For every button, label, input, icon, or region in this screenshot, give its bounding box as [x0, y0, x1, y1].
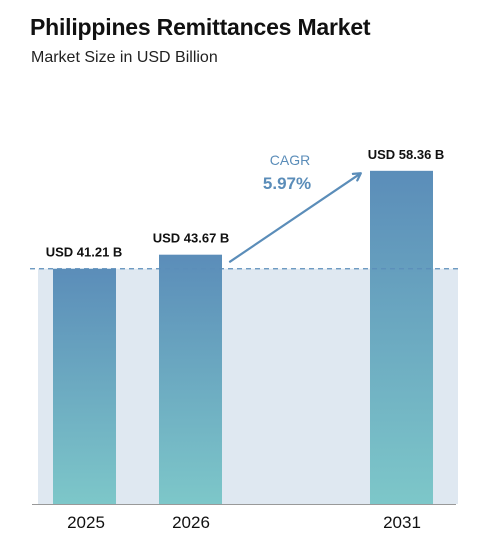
x-tick-label-2031: 2031	[383, 513, 421, 532]
x-tick-label-2026: 2026	[172, 513, 210, 532]
bar-2031	[370, 170, 433, 504]
bar-2025	[53, 268, 116, 504]
chart-title: Philippines Remittances Market	[30, 14, 371, 40]
value-label-2026: USD 43.67 B	[153, 231, 230, 246]
bar-2026	[159, 254, 222, 504]
value-label-2031: USD 58.36 B	[368, 147, 445, 162]
x-tick-label-2025: 2025	[67, 513, 105, 532]
cagr-arrow	[228, 174, 360, 263]
cagr-value: 5.97%	[263, 174, 311, 193]
value-label-2025: USD 41.21 B	[46, 245, 123, 260]
cagr-label: CAGR	[270, 152, 310, 168]
chart-subtitle: Market Size in USD Billion	[31, 49, 218, 66]
